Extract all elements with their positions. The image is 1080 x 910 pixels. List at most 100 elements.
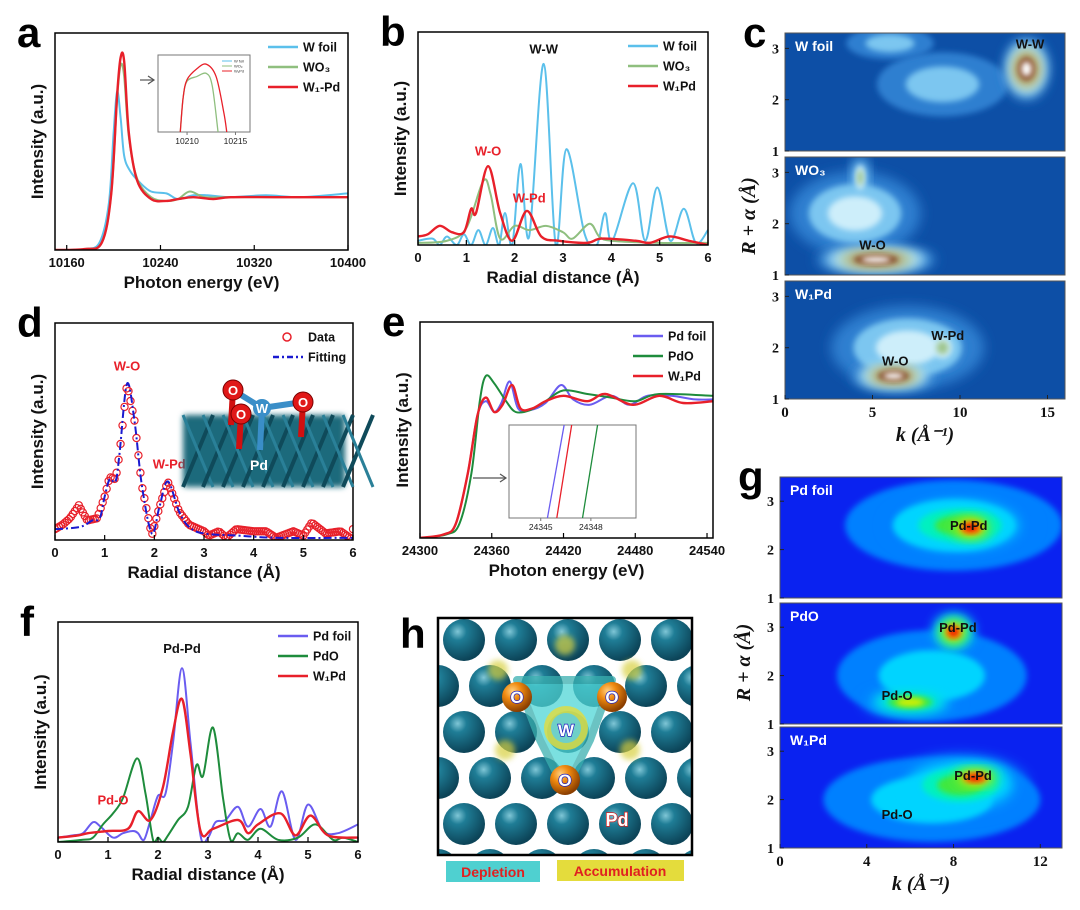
inset-legend-label: WO₃ [234,64,243,69]
x-tick-label: 3 [200,545,207,560]
x-axis-label: k (Å⁻¹) [896,424,954,446]
map-frame [779,476,1063,599]
y-tick-label: 3 [767,621,774,636]
peak-annotation: W-O [114,359,140,374]
x-tick-label: 5 [656,250,663,265]
y-axis-label: Intensity (a.u.) [391,81,410,196]
accumulation-swatch [557,860,684,881]
data-point [173,504,183,514]
arrow-icon [473,473,508,483]
atom-label: O [605,688,618,707]
legend-label: WO₃ [663,60,691,74]
x-tick-label: 4 [250,545,258,560]
legend-label: W₁Pd [668,370,701,384]
pd-atom [677,757,692,799]
panel-letter: e [382,298,405,345]
peak-annotation: W-Pd [153,456,186,471]
intensity-contour [883,372,904,380]
x-tick-label: 4 [254,847,262,862]
o-atom [292,391,314,413]
pd-atom [599,803,641,845]
inset-series [581,425,599,518]
wavelet-map [780,727,1062,848]
pd-atom [547,803,589,845]
data-point [124,386,133,396]
x-tick-label: 6 [349,545,356,560]
x-tick-label: 10160 [49,255,85,270]
x-axis-label: k (Å⁻¹) [892,873,950,895]
x-axis-label: Photon energy (eV) [124,273,280,292]
o-atom [550,765,580,795]
pd-atom [651,711,692,753]
bond-label: W-Pd [931,328,964,343]
bond-label: W-W [1016,36,1045,51]
pd-atom [729,757,771,799]
o-atom [230,403,252,425]
inset-series [556,425,573,518]
atom-label: O [298,395,308,410]
plot-area [420,374,713,538]
sample-label: Pd foil [790,482,833,498]
y-tick-label: 1 [772,269,779,284]
x-tick-label: 24540 [689,543,725,558]
series-line [418,62,708,245]
map-frame [784,32,1066,152]
x-tick-label: 0 [776,854,784,870]
data-point [94,509,103,519]
depletion-swatch [446,861,540,882]
legend-label-depletion: Depletion [461,864,525,880]
inset-series [546,425,565,518]
x-tick-label: 24360 [474,543,510,558]
peak-annotation: W-Pd [513,190,546,205]
y-tick-label: 1 [772,393,779,408]
pd-atom [729,849,771,891]
x-tick-label: 10 [953,405,968,421]
pd-atom [677,665,692,707]
y-axis-label: Intensity (a.u.) [28,374,47,489]
x-axis-label: Radial distance (Å) [131,865,284,884]
x-tick-label: 24420 [545,543,581,558]
x-tick-label: 0 [414,250,421,265]
legend-label: W₁Pd [313,670,346,684]
substrate-label: Pd [250,457,268,473]
pd-atom [438,849,453,855]
wavelet-map [780,603,1062,724]
pd-atom [631,849,661,855]
x-tick-label: 10400 [330,255,366,270]
y-tick-label: 3 [767,495,774,510]
sample-label: PdO [790,608,819,624]
panel-letter: a [17,9,41,56]
data-point [64,514,74,524]
x-tick-label: 0 [54,847,61,862]
y-tick-label: 1 [772,145,779,160]
panel-a: a 10160 10240 10320 10400 Photon energy (eV) I… [17,9,366,292]
map-frame [784,156,1066,276]
legend-label: Pd foil [668,330,706,344]
atom-label: O [236,407,246,422]
legend-label: W₁Pd [663,80,696,94]
wavelet-map [785,33,1065,151]
pd-atom [495,619,537,661]
sample-label: WO₃ [795,162,826,178]
data-point [319,527,328,536]
bond-label: Pd-Pd [950,518,988,533]
pd-bond [341,414,375,488]
plot-area [55,51,348,250]
atom-label: W [558,721,575,740]
inset-series [179,63,228,132]
data-point [146,523,155,533]
data-point [148,529,157,538]
x-tick-label: 2 [154,847,161,862]
y-axis-label: R + α (Å) [738,177,760,255]
x-axis-label: Photon energy (eV) [489,561,645,580]
inset-legend-label: W foil [234,59,244,64]
pd-atom [703,803,745,845]
panel-f: f 0 1 2 3 4 5 6 Radial distance (Å) Intensity (a.… [20,598,362,884]
plot-frame [54,32,349,251]
inset-legend-label: W₁Pd [234,69,244,74]
x-tick-label: 10320 [236,255,272,270]
panel-b: b 0 1 2 3 4 5 6 Radial distance (Å) Intensity (a.… [380,8,712,287]
x-tick-label: 15 [1040,405,1055,421]
structure-model-inset: OO W OPd [181,379,375,488]
pd-atom [703,711,745,753]
